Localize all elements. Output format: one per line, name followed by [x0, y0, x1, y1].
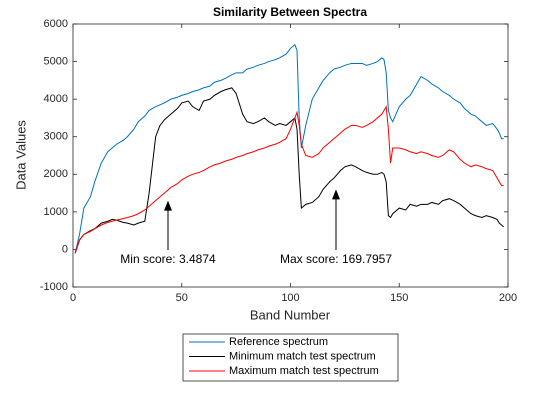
y-tick-label: 4000	[44, 93, 68, 105]
legend-label: Minimum match test spectrum	[229, 350, 376, 362]
axes-box	[72, 23, 509, 288]
series-line	[74, 43, 504, 254]
y-tick-label: 3000	[44, 131, 68, 143]
y-tick-label: 2000	[44, 168, 68, 180]
y-tick-label: 1000	[44, 206, 68, 218]
legend-box	[182, 333, 399, 382]
annotation-label: Min score: 3.4874	[120, 252, 216, 266]
legend-label: Reference spectrum	[229, 336, 328, 348]
y-axis-label: Data Values	[13, 120, 28, 190]
y-tick-label: 5000	[44, 55, 68, 67]
annotation-arrowhead	[332, 189, 340, 200]
chart-title: Similarity Between Spectra	[213, 5, 367, 19]
series-line	[74, 87, 504, 254]
x-tick-label: 150	[390, 292, 408, 304]
x-tick-label: 50	[176, 292, 188, 304]
series-line	[74, 105, 504, 254]
x-tick-label: 200	[499, 292, 517, 304]
y-tick-label: -1000	[40, 281, 68, 293]
annotation-arrowhead	[164, 200, 172, 211]
annotation-label: Max score: 169.7957	[280, 252, 392, 266]
legend-label: Maximum match test spectrum	[229, 365, 379, 377]
x-tick-label: 100	[281, 292, 299, 304]
x-axis-label: Band Number	[250, 307, 331, 322]
y-tick-label: 0	[62, 243, 68, 255]
x-tick-label: 0	[70, 292, 76, 304]
y-tick-label: 6000	[44, 18, 68, 30]
